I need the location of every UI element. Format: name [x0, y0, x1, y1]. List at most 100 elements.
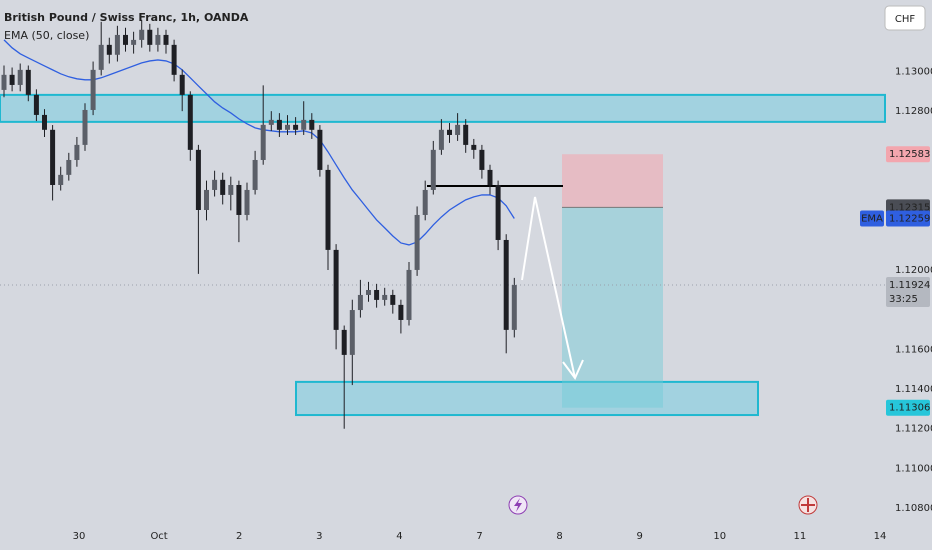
x-tick-label: Oct	[150, 531, 167, 542]
candle-body	[293, 124, 299, 130]
candle-body	[333, 249, 339, 330]
stop-label-box	[886, 146, 930, 163]
ema-price-label-box	[886, 210, 930, 227]
candle-body	[155, 34, 161, 45]
y-tick-label: 1.12000	[895, 265, 932, 276]
candle-body	[276, 119, 282, 130]
candle-body	[495, 184, 501, 240]
candle-body	[50, 129, 56, 185]
x-tick-label: 2	[236, 531, 242, 542]
candle-body	[325, 169, 331, 250]
candle-body	[479, 149, 485, 170]
candle-body	[131, 39, 137, 45]
candle-body	[58, 174, 64, 185]
target-label: 1.11306	[889, 403, 930, 414]
zone	[295, 380, 759, 417]
candle-body	[438, 129, 444, 150]
flag-cross	[801, 498, 815, 512]
event-bolt	[514, 498, 522, 512]
candle-body	[285, 124, 290, 130]
y-tick-label: 1.13000	[895, 66, 932, 77]
target-label-box	[886, 399, 930, 416]
currency-label[interactable]: CHF	[895, 14, 916, 25]
candle-body	[349, 310, 355, 355]
candle-body	[471, 144, 477, 150]
x-tick-label: 30	[73, 531, 86, 542]
candle-body	[66, 159, 72, 175]
x-tick-label: 14	[874, 531, 887, 542]
candle-body	[422, 189, 428, 215]
candle-body	[382, 294, 388, 300]
y-tick-label: 1.11600	[895, 344, 932, 355]
candle-body	[511, 285, 517, 330]
candle-body	[317, 129, 323, 170]
y-tick-label: 1.11200	[895, 424, 932, 435]
ema-price-label: 1.12259	[889, 214, 930, 225]
candle-body	[147, 29, 153, 45]
candle-body	[430, 149, 436, 190]
candle-body	[487, 169, 493, 185]
candle-body	[195, 149, 201, 210]
candle-body	[390, 294, 396, 305]
x-tick-label: 3	[316, 531, 322, 542]
candle-body	[33, 94, 39, 115]
candle-body	[90, 69, 96, 110]
candle-body	[114, 34, 120, 55]
countdown: 33:25	[889, 294, 918, 305]
candle-body	[98, 44, 104, 70]
candle-body	[366, 289, 371, 295]
x-tick-label: 9	[637, 531, 643, 542]
candle-body	[123, 34, 128, 45]
last-price-box	[886, 277, 930, 308]
currency-button[interactable]	[884, 5, 926, 31]
candle-body	[414, 214, 420, 270]
candle-body	[447, 129, 452, 135]
candle-body	[74, 144, 80, 160]
x-tick-label: 11	[794, 531, 807, 542]
candle-body	[139, 29, 145, 40]
candle-body	[228, 184, 234, 195]
indicator-name: EMA (50, close)	[4, 29, 89, 42]
chart-title: British Pound / Swiss Franc, 1h, OANDA	[4, 11, 249, 24]
y-tick-label: 1.11000	[895, 463, 932, 474]
candle-body	[220, 179, 226, 195]
candle-body	[1, 74, 7, 90]
entry-label: 1.12315	[889, 202, 930, 213]
x-tick-label: 4	[396, 531, 402, 542]
candle-body	[204, 189, 209, 210]
last-price-label: 1.11924	[889, 280, 930, 291]
ema-tag-box	[860, 210, 884, 227]
candle-body	[163, 34, 169, 45]
candle-body	[357, 294, 363, 311]
ema-line	[3, 39, 515, 246]
candle-body	[309, 119, 315, 130]
arrow	[521, 196, 576, 379]
x-tick-label: 10	[713, 531, 726, 542]
candle-body	[25, 69, 31, 95]
candle-body	[171, 44, 177, 75]
candle-body	[301, 119, 307, 130]
x-tick-label: 8	[556, 531, 562, 542]
candle-body	[260, 124, 266, 160]
candle-body	[268, 119, 274, 125]
candle-body	[398, 304, 404, 320]
candle-body	[406, 269, 412, 320]
candle-body	[236, 184, 242, 215]
stop-area	[562, 154, 663, 208]
target-area	[562, 207, 663, 408]
candle-body	[252, 159, 258, 190]
candle-body	[106, 44, 112, 55]
candle-body	[463, 124, 469, 145]
candle-body	[341, 329, 347, 355]
candle-body	[17, 69, 23, 85]
candle-body	[9, 74, 15, 85]
y-tick-label: 1.11400	[895, 384, 932, 395]
candle-body	[244, 189, 250, 215]
candle-body	[179, 74, 185, 95]
candle-body	[82, 109, 88, 145]
candle-body	[503, 239, 509, 330]
ema-tag: EMA	[861, 214, 883, 225]
zone	[0, 93, 886, 123]
